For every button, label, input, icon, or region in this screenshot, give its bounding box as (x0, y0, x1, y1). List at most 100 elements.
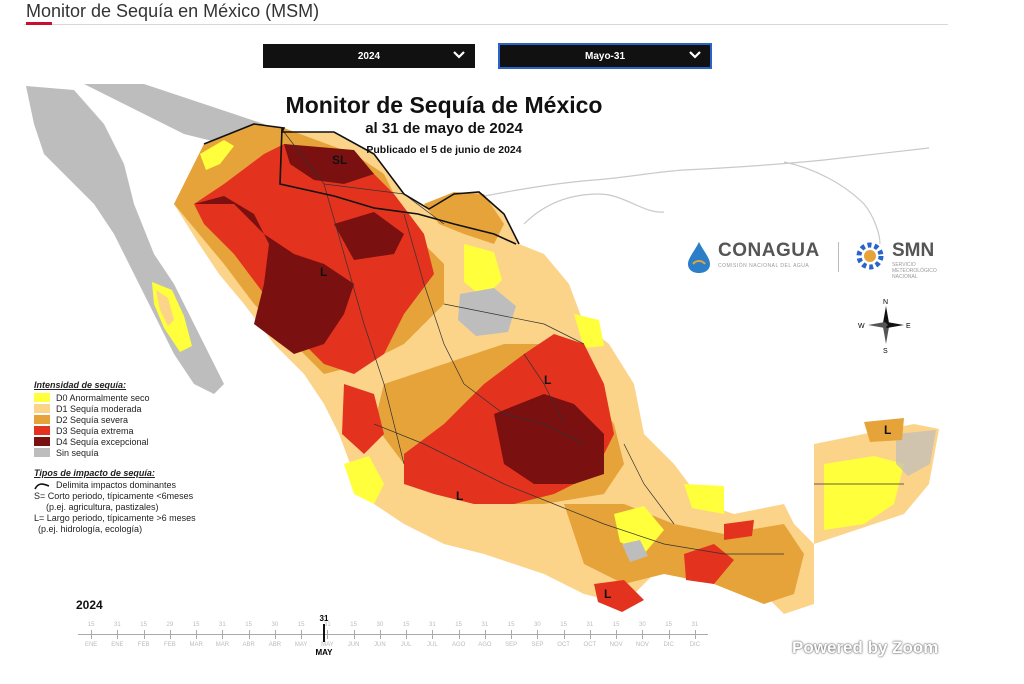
timeline-month-label: MAY (321, 642, 334, 648)
timeline-tick[interactable] (222, 630, 224, 639)
impact-delimit-line (279, 127, 517, 245)
timeline-day-label: 15 (192, 622, 200, 628)
chevron-down-icon (453, 51, 465, 59)
region-d4-center (494, 394, 604, 484)
yucatan-d0 (824, 456, 904, 530)
region-d4-sierra (334, 212, 404, 260)
timeline-day-label: 15 (560, 622, 567, 628)
timeline-month-label: JUN (347, 642, 360, 648)
date-select-value: Mayo-31 (584, 50, 625, 62)
timeline-current-month: MAY (315, 648, 333, 657)
us-border-line (203, 123, 520, 245)
date-timeline[interactable]: 2024 ENE 15 ENE 31 FEB 15 FEB 29 MAR 15 MAR 31 ABR 15… (74, 594, 724, 664)
map-title: Monitor de Sequía de México (285, 92, 603, 118)
timeline-day-label: 31 (219, 622, 226, 628)
region-d3-chiapas (724, 520, 754, 540)
state-borders (283, 131, 904, 555)
timeline-year: 2024 (76, 598, 103, 612)
smn-logo: SMN SERVICIO METEOROLÓGICO NACIONAL (852, 238, 962, 280)
chevron-down-icon (689, 51, 701, 59)
timeline-month-label: JUL (427, 642, 438, 648)
timeline-tick[interactable] (353, 630, 355, 639)
logo-divider (838, 242, 839, 272)
timeline-month-label: MAR (215, 642, 230, 648)
smn-wordmark: SMN (892, 240, 935, 261)
label-l-yucatan: L (884, 423, 891, 437)
timeline-month-label: ABR (268, 642, 282, 648)
timeline-current-marker[interactable] (323, 624, 325, 642)
label-l-south: L (604, 587, 611, 601)
timeline-current-day: 31 (319, 614, 329, 623)
title-accent-bar (26, 22, 52, 25)
timeline-tick[interactable] (458, 630, 460, 639)
year-select[interactable]: 2024 (263, 44, 475, 68)
legend-impact-s-example: (p.ej. agricultura, pastizales) (46, 502, 159, 512)
timeline-tick[interactable] (589, 630, 591, 639)
timeline-tick[interactable] (563, 630, 565, 639)
us-southwest-land (24, 84, 284, 154)
gear-icon (856, 242, 884, 270)
timeline-day-label: 31 (481, 622, 489, 628)
legend-impact-line: Delimita impactos dominantes (56, 480, 177, 490)
mexico-drought-map: SL L L L L L (24, 84, 939, 614)
legend-impact-title: Tipos de impacto de sequía: (34, 468, 155, 478)
timeline-month-label: SEP (531, 642, 544, 648)
region-none-oaxaca (622, 540, 648, 562)
timeline-day-label: 29 (166, 622, 174, 628)
timeline-day-label: 15 (140, 622, 147, 628)
region-d0-pacific (344, 456, 384, 504)
legend-item-label: D3 Sequía extrema (56, 425, 134, 436)
timeline-tick[interactable] (248, 630, 250, 639)
timeline-tick[interactable] (406, 630, 408, 639)
timeline-tick[interactable] (379, 630, 381, 639)
region-d3-west (342, 384, 384, 454)
timeline-day-label: 31 (691, 622, 699, 628)
timeline-tick[interactable] (642, 630, 644, 639)
timeline-tick[interactable] (143, 630, 145, 639)
svg-text:E: E (906, 323, 911, 330)
yucatan-d2 (864, 418, 904, 442)
timeline-tick[interactable] (616, 630, 618, 639)
timeline-tick[interactable] (484, 630, 486, 639)
region-d0-nw (200, 140, 234, 170)
water-drop-icon (688, 242, 710, 273)
timeline-tick[interactable] (537, 630, 539, 639)
page-header: Monitor de Sequía en México (MSM) (24, 0, 948, 25)
timeline-tick[interactable] (432, 630, 434, 639)
timeline-month-label: OCT (583, 642, 597, 648)
timeline-month-label: DIC (689, 642, 701, 648)
region-d3-oaxaca (594, 580, 644, 612)
conagua-logo: CONAGUA COMISIÓN NACIONAL DEL AGUA (684, 240, 834, 274)
timeline-tick[interactable] (668, 630, 670, 639)
timeline-day-label: 15 (245, 622, 252, 628)
timeline-tick[interactable] (117, 630, 119, 639)
timeline-tick[interactable] (511, 630, 513, 639)
timeline-tick[interactable] (91, 630, 93, 639)
smn-subtext: SERVICIO METEOROLÓGICO NACIONAL (892, 262, 937, 280)
svg-text:N: N (883, 299, 888, 306)
timeline-tick[interactable] (301, 630, 303, 639)
legend-swatch (34, 404, 50, 413)
timeline-tick[interactable] (196, 630, 198, 639)
timeline-day-label: 15 (297, 622, 305, 628)
legend-impact-line-row: Delimita impactos dominantes (34, 480, 264, 491)
timeline-tick[interactable] (694, 630, 696, 639)
timeline-tick[interactable] (169, 630, 171, 639)
timeline-day-label: 15 (402, 622, 410, 628)
timeline-tick[interactable] (274, 630, 276, 639)
map-published: Publicado el 5 de junio de 2024 (366, 144, 522, 156)
timeline-month-label: FEB (137, 642, 150, 648)
zoom-watermark: Powered by Zoom (792, 638, 939, 657)
timeline-day-label: 15 (455, 622, 462, 628)
timeline-month-label: MAR (189, 642, 203, 648)
florida-outline (783, 161, 881, 245)
timeline-month-label: FEB (164, 642, 176, 648)
date-select[interactable]: Mayo-31 (498, 43, 712, 69)
label-l-north: L (320, 265, 327, 279)
legend-item: D0 Anormalmente seco (34, 392, 264, 403)
legend-item-label: D2 Sequía severa (56, 414, 129, 425)
svg-text:S: S (883, 348, 888, 354)
legend-item: D1 Sequía moderada (34, 403, 264, 414)
timeline-tick[interactable] (327, 630, 329, 639)
timeline-day-label: 15 (350, 622, 357, 628)
